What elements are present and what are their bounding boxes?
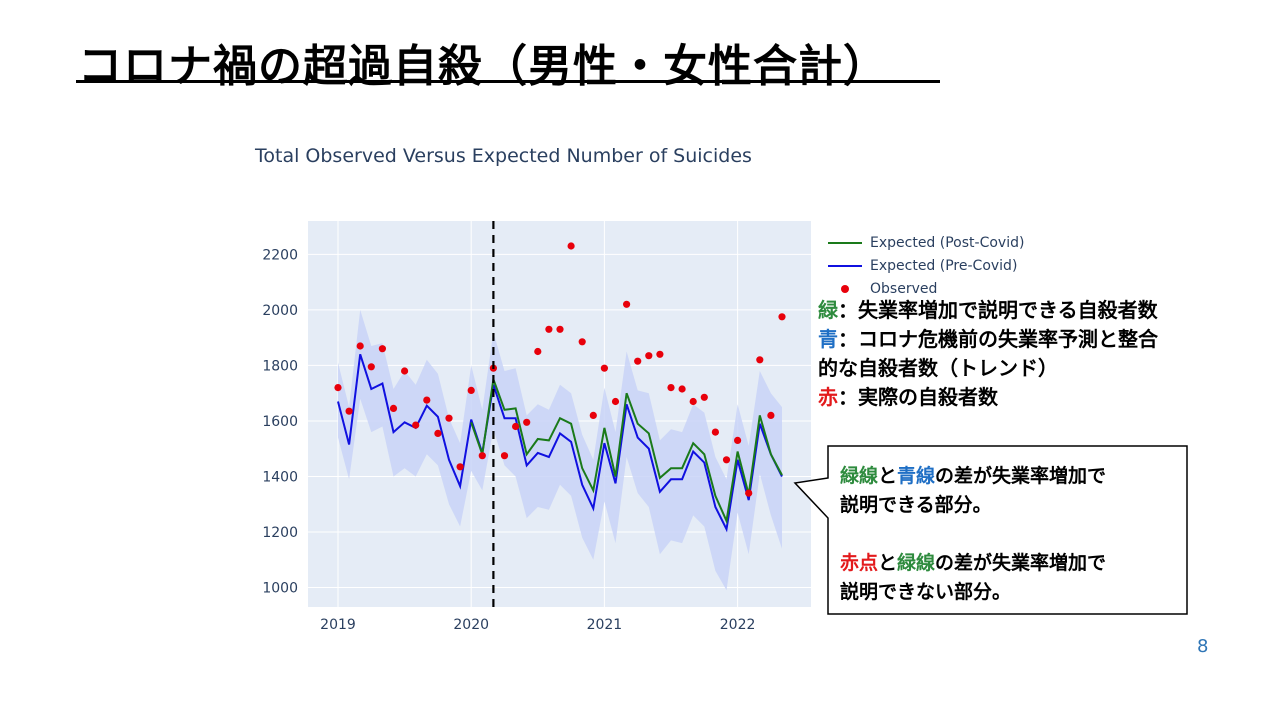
observed-point	[734, 436, 742, 444]
callout-line-3-rest: の差が失業率増加で	[935, 552, 1107, 574]
y-axis-ticks: 1000 1200 1400 1600 1800 2000 2200	[262, 247, 298, 596]
observed-point	[623, 300, 631, 308]
observed-point	[700, 393, 708, 401]
note-blue-key: 青	[818, 327, 838, 351]
y-tick-label: 1600	[262, 414, 298, 430]
note-green-key: 緑	[818, 298, 838, 322]
callout-line-2: 説明できる部分。	[840, 494, 992, 516]
note-red: 赤：実際の自殺者数	[818, 383, 1158, 412]
legend-item-pre-covid[interactable]: Expected (Pre-Covid)	[828, 254, 1024, 277]
observed-point	[645, 352, 653, 360]
callout-line-4: 説明できない部分。	[840, 581, 1012, 603]
observed-point	[334, 384, 342, 392]
observed-point	[745, 489, 753, 497]
note-red-key: 赤	[818, 385, 838, 409]
callout-text: 緑線と青線の差が失業率増加で 説明できる部分。 赤点と緑線の差が失業率増加で 説…	[840, 462, 1106, 607]
y-tick-label: 2200	[262, 247, 298, 263]
y-tick-label: 1000	[262, 581, 298, 597]
callout-blue-line-label: 青線	[897, 465, 936, 487]
legend-swatch-pre-covid	[828, 259, 862, 273]
note-blue-cont: 的な自殺者数（トレンド）	[818, 356, 1058, 380]
callout-and-2: と	[878, 552, 898, 574]
observed-points	[334, 242, 786, 497]
y-tick-label: 1200	[262, 525, 298, 541]
observed-point	[445, 414, 453, 422]
note-green: 緑：失業率増加で説明できる自殺者数	[818, 296, 1158, 325]
callout-red-dot-label: 赤点	[840, 552, 879, 574]
legend-label-post-covid: Expected (Post-Covid)	[870, 234, 1025, 251]
observed-point	[589, 411, 597, 419]
legend-label-observed: Observed	[870, 280, 938, 297]
expected-confidence-band	[338, 309, 782, 591]
legend-swatch-observed	[828, 282, 862, 296]
y-tick-label: 1400	[262, 469, 298, 485]
observed-point	[389, 404, 398, 412]
page-number: 8	[1197, 636, 1209, 657]
observed-point	[556, 325, 564, 333]
observed-point	[356, 342, 364, 350]
observed-point	[478, 452, 486, 460]
x-tick-label: 2022	[720, 617, 756, 633]
callout-and-1: と	[878, 465, 898, 487]
observed-point	[434, 429, 442, 437]
observed-point	[667, 384, 675, 392]
y-tick-label: 2000	[262, 303, 298, 319]
callout-green-line-label: 緑線	[840, 465, 879, 487]
callout-line-1: 緑線と青線の差が失業率増加で	[840, 462, 1106, 491]
x-axis-ticks: 2019 2020 2021 2022	[320, 617, 755, 633]
legend-swatch-post-covid	[828, 236, 862, 250]
observed-point	[634, 357, 642, 365]
observed-point	[412, 421, 420, 429]
legend: Expected (Post-Covid) Expected (Pre-Covi…	[828, 231, 1024, 300]
x-tick-label: 2021	[587, 617, 623, 633]
observed-point	[456, 463, 464, 471]
observed-point	[423, 396, 431, 404]
observed-point	[367, 363, 375, 371]
note-blue-text: ：コロナ危機前の失業率予測と整合	[838, 327, 1158, 351]
color-key-notes: 緑：失業率増加で説明できる自殺者数 青：コロナ危機前の失業率予測と整合 的な自殺…	[818, 296, 1158, 412]
observed-point	[378, 345, 386, 353]
note-green-text: ：失業率増加で説明できる自殺者数	[838, 298, 1158, 322]
note-blue: 青：コロナ危機前の失業率予測と整合	[818, 325, 1158, 354]
observed-point	[611, 397, 620, 406]
callout-line-1-rest: の差が失業率増加で	[935, 465, 1107, 487]
observed-point	[500, 452, 509, 460]
observed-point	[689, 397, 697, 406]
observed-point	[567, 242, 575, 250]
title-underline	[76, 80, 940, 83]
observed-point	[767, 411, 775, 419]
callout-line-3: 赤点と緑線の差が失業率増加で	[840, 549, 1106, 578]
observed-point	[778, 313, 786, 321]
note-red-text: ：実際の自殺者数	[838, 385, 998, 409]
callout-green-line-label-2: 緑線	[897, 552, 936, 574]
x-tick-label: 2019	[320, 617, 356, 633]
observed-point	[600, 364, 609, 372]
observed-point	[401, 367, 409, 375]
series-line-expected-post-covid	[470, 378, 783, 525]
legend-item-post-covid[interactable]: Expected (Post-Covid)	[828, 231, 1024, 254]
observed-point	[534, 347, 542, 356]
observed-point	[711, 428, 720, 436]
observed-point	[656, 350, 664, 358]
observed-point	[678, 385, 686, 393]
observed-point	[578, 338, 586, 346]
observed-point	[345, 407, 353, 415]
slide-title: コロナ禍の超過自殺（男性・女性合計）	[78, 41, 888, 92]
y-tick-label: 1800	[262, 358, 298, 374]
series-line-expected-pre-covid	[337, 353, 783, 533]
legend-item-observed[interactable]: Observed	[828, 277, 1024, 300]
x-tick-label: 2020	[453, 617, 489, 633]
observed-point	[511, 422, 520, 431]
observed-point	[467, 386, 475, 394]
observed-point	[545, 325, 553, 333]
legend-label-pre-covid: Expected (Pre-Covid)	[870, 257, 1018, 274]
observed-point	[722, 456, 731, 464]
observed-point	[523, 418, 531, 426]
chart-title: Total Observed Versus Expected Number of…	[255, 145, 752, 167]
observed-point	[756, 356, 764, 364]
